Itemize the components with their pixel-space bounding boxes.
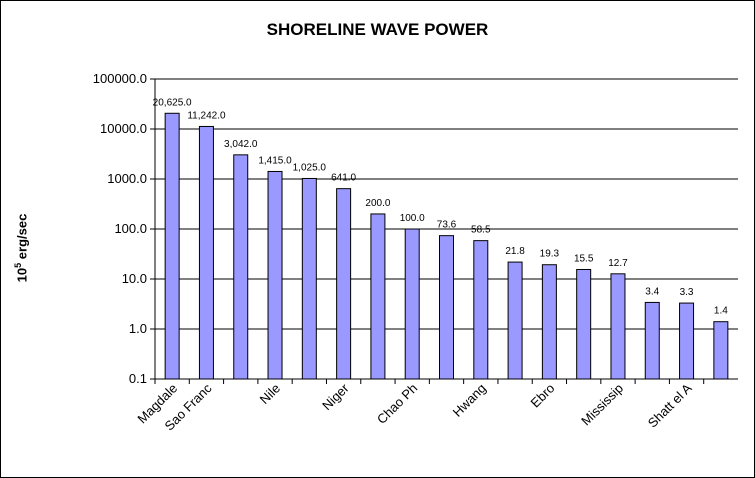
data-label: 19.3 — [540, 249, 560, 260]
y-tick-label: 0.1 — [129, 371, 147, 386]
x-tick-label: Niger — [319, 380, 352, 413]
data-label: 20,625.0 — [153, 97, 192, 108]
data-label: 3.4 — [645, 286, 659, 297]
bar — [439, 235, 454, 380]
bar — [610, 273, 626, 380]
bar — [267, 170, 283, 380]
data-label: 3,042.0 — [224, 139, 258, 150]
bar — [473, 240, 489, 380]
bar — [644, 301, 660, 380]
bar — [336, 188, 352, 380]
data-label: 73.6 — [437, 220, 457, 231]
bar — [679, 302, 695, 380]
bar — [198, 125, 214, 380]
data-label: 11,242.0 — [187, 110, 226, 121]
y-tick-label: 100000.0 — [93, 71, 147, 86]
bar — [541, 264, 557, 380]
x-tick-label: Shatt el A — [645, 380, 695, 430]
data-label: 12.7 — [608, 258, 628, 269]
x-tick-label: Mississip — [578, 381, 626, 429]
y-tick-label: 100.0 — [114, 221, 147, 236]
data-label: 100.0 — [400, 213, 425, 224]
data-label: 200.0 — [365, 198, 390, 209]
data-label: 1,025.0 — [293, 162, 327, 173]
bar — [164, 112, 180, 380]
bar — [713, 321, 729, 380]
bar — [301, 177, 317, 380]
data-label: 21.8 — [505, 246, 525, 257]
x-tick-label: Nile — [257, 381, 283, 407]
bar — [576, 268, 592, 380]
y-tick-label: 10000.0 — [100, 121, 147, 136]
data-label: 641.0 — [331, 173, 356, 184]
chart-title: SHORELINE WAVE POWER — [266, 20, 489, 39]
x-tick-label: Ebro — [527, 381, 557, 411]
data-label: 58.5 — [471, 225, 491, 236]
data-label: 15.5 — [574, 253, 594, 264]
y-tick-label: 10.0 — [122, 271, 147, 286]
data-label: 1,415.0 — [258, 155, 292, 166]
x-tick-label: Chao Ph — [374, 381, 420, 427]
bar — [507, 261, 523, 380]
data-label: 1.4 — [714, 306, 728, 317]
bar — [370, 213, 386, 380]
data-label: 3.3 — [680, 287, 694, 298]
x-tick-label: Hwang — [450, 381, 489, 420]
y-tick-label: 1000.0 — [107, 171, 147, 186]
bar — [233, 154, 249, 380]
bar — [404, 228, 420, 380]
y-tick-label: 1.0 — [129, 321, 147, 336]
